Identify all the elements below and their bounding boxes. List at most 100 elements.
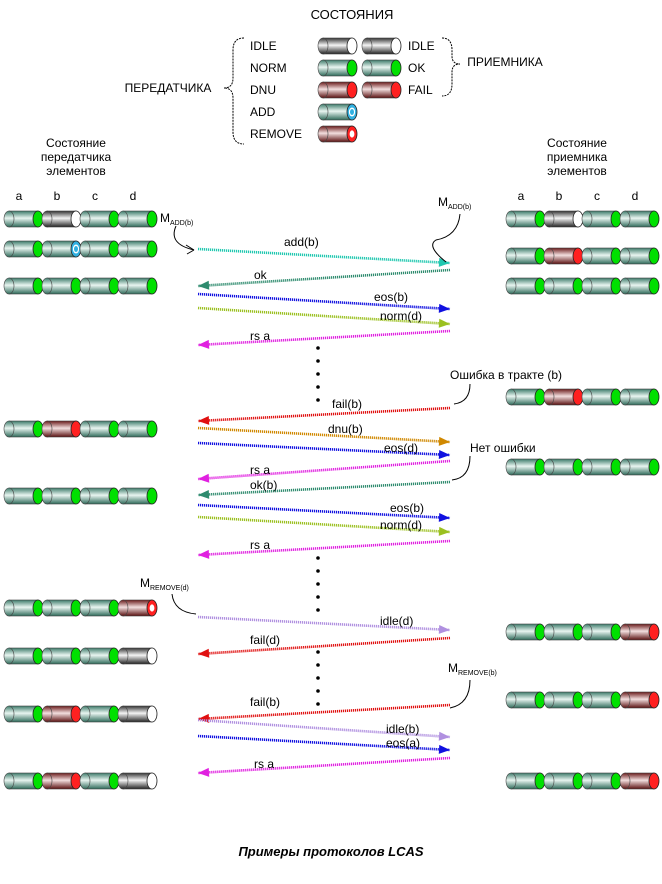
rx-element-a	[505, 210, 546, 228]
rx-element-c	[581, 247, 622, 265]
message-label: ok(b)	[250, 478, 277, 492]
legend: СОСТОЯНИЯ ПЕРЕДАТЧИКА ПРИЕМНИКА IDLE NORM…	[125, 7, 543, 145]
tx-element-b	[41, 240, 82, 258]
tx-row	[3, 487, 158, 505]
tx-brace	[223, 37, 245, 145]
rx-row	[505, 388, 660, 406]
message-label: fail(d)	[250, 633, 280, 647]
rx-element-d	[619, 623, 660, 641]
rx-row	[505, 210, 660, 228]
message-label: idle(b)	[386, 722, 419, 736]
message-label: rs a	[254, 757, 274, 771]
message-arrow-line	[197, 329, 451, 347]
rx-group-label: ПРИЕМНИКА	[467, 55, 543, 69]
svg-text:MREMOVE(d): MREMOVE(d)	[140, 576, 189, 592]
message-arrow-line	[197, 718, 451, 739]
message-14: fail(d)	[197, 633, 451, 658]
tx-element-d	[117, 277, 158, 295]
tx-element-rows	[3, 210, 158, 790]
tx-element-c	[79, 487, 120, 505]
rx-element-b	[543, 623, 584, 641]
message-arrow-head	[438, 303, 450, 313]
message-5: fail(b)	[197, 397, 451, 425]
message-label: rs a	[250, 538, 270, 552]
legend-rx-cylinder-ok	[361, 59, 402, 77]
message-arrow-line	[197, 703, 451, 721]
m-add-tx-annotation: MADD(b)	[160, 211, 195, 255]
legend-tx-cylinder-norm	[317, 59, 358, 77]
m-remove-tx-annotation: MREMOVE(d)	[140, 576, 197, 615]
rx-header-line-2: приемника	[547, 150, 608, 164]
tx-element-c	[79, 420, 120, 438]
tx-element-a	[3, 647, 44, 665]
tx-element-c	[79, 705, 120, 723]
message-label: norm(d)	[380, 309, 422, 323]
rx-row	[505, 691, 660, 709]
message-15: fail(b)	[197, 695, 451, 723]
tx-element-b	[41, 420, 82, 438]
message-arrow-line	[197, 480, 451, 497]
rx-element-b	[543, 210, 584, 228]
message-arrow-head	[438, 744, 450, 754]
message-label: add(b)	[284, 235, 319, 249]
legend-tx-cylinder-add	[317, 103, 358, 121]
rx-element-d	[619, 458, 660, 476]
rx-element-a	[505, 623, 546, 641]
message-arrow-head	[438, 526, 450, 536]
message-8: rs a	[197, 459, 451, 483]
no-error-label: Нет ошибки	[470, 441, 536, 455]
legend-tx-state-dnu: DNU	[250, 83, 276, 97]
m-remove-tx-sub: REMOVE(d)	[150, 585, 189, 592]
m-add-tx-main: M	[160, 211, 170, 225]
message-arrow-head	[198, 549, 210, 559]
rx-brace	[441, 37, 461, 97]
message-arrow-line	[197, 756, 451, 775]
tx-element-b	[41, 647, 82, 665]
message-0: add(b)	[197, 235, 451, 267]
message-label: idle(d)	[380, 614, 413, 628]
message-label: rs a	[250, 463, 270, 477]
rx-element-d	[619, 691, 660, 709]
tx-element-a	[3, 705, 44, 723]
message-10: eos(b)	[197, 501, 451, 522]
rx-column-label-c: c	[594, 189, 600, 203]
m-remove-rx-sub: REMOVE(b)	[458, 670, 497, 677]
rx-column-label-d: d	[632, 189, 639, 203]
rx-element-d	[619, 388, 660, 406]
figure-caption: Примеры протоколов LCAS	[238, 844, 423, 859]
tx-element-d	[117, 772, 158, 790]
rx-element-c	[581, 210, 622, 228]
tx-column-label-a: a	[16, 189, 23, 203]
tx-element-b	[41, 772, 82, 790]
message-arrow-head	[198, 767, 210, 777]
tx-group-label: ПЕРЕДАТЧИКА	[125, 81, 212, 95]
message-arrow-line	[197, 441, 451, 457]
tx-element-d	[117, 647, 158, 665]
tx-element-c	[79, 647, 120, 665]
message-arrow-line	[197, 515, 451, 534]
path-error-annotation: Ошибка в тракте (b)	[450, 368, 562, 405]
message-label: rs a	[250, 329, 270, 343]
message-7: eos(d)	[197, 441, 451, 459]
tx-element-a	[3, 599, 44, 617]
message-arrow-line	[197, 426, 451, 444]
tx-element-b	[41, 487, 82, 505]
tx-column-label-d: d	[130, 189, 137, 203]
message-16: idle(b)	[197, 718, 451, 741]
tx-row	[3, 240, 158, 258]
message-label: eos(d)	[384, 441, 418, 455]
legend-tx-cylinder-idle	[317, 37, 358, 55]
rx-element-a	[505, 458, 546, 476]
tx-element-c	[79, 599, 120, 617]
rx-row	[505, 623, 660, 641]
rx-row	[505, 277, 660, 295]
rx-element-a	[505, 772, 546, 790]
m-add-rx-annotation: MADD(b)	[432, 195, 471, 263]
legend-tx-state-add: ADD	[250, 105, 276, 119]
rx-column-label-a: a	[518, 189, 525, 203]
rx-element-a	[505, 691, 546, 709]
message-arrow-line	[197, 268, 451, 288]
rx-element-b	[543, 691, 584, 709]
path-error-label: Ошибка в тракте (b)	[450, 368, 562, 382]
